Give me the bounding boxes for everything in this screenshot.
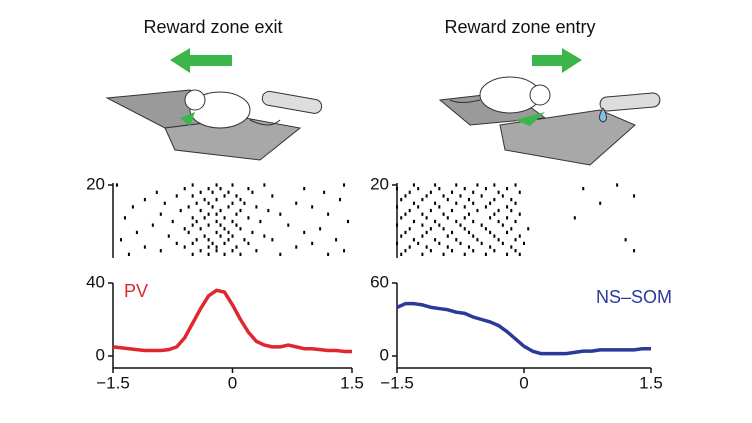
x-tick-label: 0 — [519, 373, 528, 392]
x-tick-label: 1.5 — [639, 373, 663, 392]
y-tick-label: 20 — [86, 174, 105, 193]
legend-label: NS–SOM — [596, 287, 672, 307]
y-tick-label: 0 — [380, 345, 389, 364]
data-line — [112, 288, 352, 354]
y-tick-label: 40 — [86, 272, 105, 291]
entry-illustration — [438, 48, 661, 166]
y-tick-label: 60 — [370, 272, 389, 291]
x-tick-label: −1.5 — [380, 373, 414, 392]
data-line — [396, 301, 651, 356]
y-tick-label: 20 — [370, 174, 389, 193]
x-tick-label: 1.5 — [340, 373, 364, 392]
legend-label: PV — [124, 281, 148, 301]
panel-title: Reward zone entry — [444, 17, 595, 37]
y-tick-label: 0 — [96, 345, 105, 364]
panel-title: Reward zone exit — [143, 17, 282, 37]
x-tick-label: −1.5 — [96, 373, 130, 392]
exit-illustration — [105, 48, 323, 161]
x-tick-label: 0 — [228, 373, 237, 392]
